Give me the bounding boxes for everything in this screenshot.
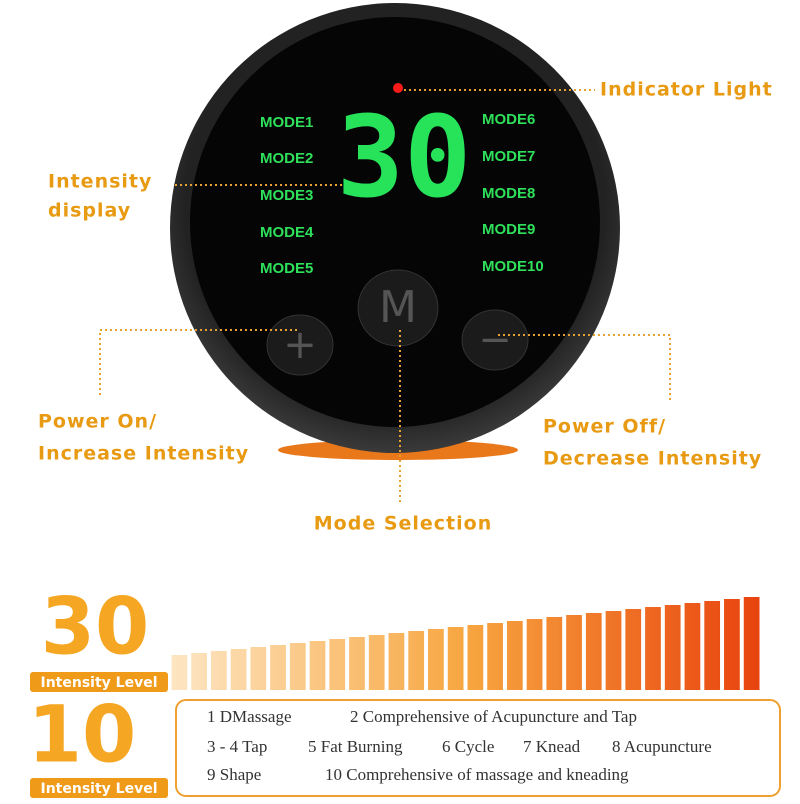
level-bar: [625, 609, 642, 690]
mode-item: 2 Comprehensive of Acupuncture and Tap: [350, 707, 637, 726]
leader: [99, 329, 300, 395]
mode-label: MODE5: [260, 260, 313, 277]
mode-label: MODE4: [260, 224, 314, 241]
mode-item: 5 Fat Burning: [308, 737, 403, 756]
level-bar: [230, 649, 247, 690]
mode-label: MODE8: [482, 185, 535, 202]
max-intensity: 30: [41, 582, 150, 672]
min-label: Intensity Level: [41, 781, 158, 797]
mode-list-box: [175, 699, 781, 797]
level-bar: [743, 597, 760, 690]
mode-item: 8 Acupuncture: [612, 737, 712, 756]
mode-item: 3 - 4 Tap: [207, 737, 267, 756]
level-bar: [329, 639, 346, 690]
mode-label: MODE2: [260, 150, 313, 167]
level-bar: [724, 599, 740, 690]
level-bar: [408, 631, 425, 690]
level-bar: [270, 645, 286, 690]
level-bar: [704, 601, 721, 690]
label-box: [30, 672, 168, 692]
mode-button[interactable]: [357, 269, 439, 347]
annotation: Power Off/: [543, 416, 666, 438]
level-bar: [645, 607, 661, 690]
minus-button[interactable]: [461, 309, 529, 371]
mode-item: 6 Cycle: [442, 737, 494, 756]
annotation: Mode Selection: [314, 513, 492, 535]
min-intensity: 10: [28, 690, 137, 780]
level-bar: [388, 633, 405, 690]
mode-label: MODE10: [482, 258, 544, 275]
annotation: Indicator Light: [600, 79, 773, 101]
annotation: Decrease Intensity: [543, 448, 762, 470]
level-bar: [349, 637, 365, 690]
mode-label: MODE3: [260, 187, 313, 204]
mode-label: MODE6: [482, 111, 535, 128]
mode-label: MODE1: [260, 114, 313, 131]
level-bar: [684, 603, 701, 690]
annotation: Intensity: [48, 171, 152, 193]
level-bar: [368, 635, 385, 690]
indicator-light: [393, 83, 403, 93]
level-bar: [467, 625, 484, 690]
mode-item: 9 Shape: [207, 765, 261, 784]
mode-item: 1 DMassage: [207, 707, 292, 726]
level-bar: [289, 643, 306, 690]
mode-label: MODE7: [482, 148, 535, 165]
level-bar: [506, 621, 523, 690]
mode-label: MODE9: [482, 221, 535, 238]
mode-item: 7 Knead: [523, 737, 581, 756]
level-bar: [210, 651, 227, 690]
level-bar: [526, 619, 543, 690]
annotation: Power On/: [38, 411, 157, 433]
mode-item: 10 Comprehensive of massage and kneading: [325, 765, 629, 784]
level-bar: [171, 655, 188, 690]
level-bar: [487, 623, 503, 690]
annotation: Increase Intensity: [38, 443, 249, 465]
level-bar: [664, 605, 681, 690]
level-bar: [585, 613, 602, 690]
intensity-display: 30: [337, 93, 472, 223]
plus-label: +: [283, 322, 317, 368]
level-bar: [447, 627, 464, 690]
label-box: [30, 778, 168, 798]
leader: [495, 334, 671, 400]
level-bar: [566, 615, 582, 690]
minus-label: −: [478, 317, 512, 363]
level-bar: [605, 611, 622, 690]
level-bar: [428, 629, 444, 690]
level-bar: [191, 653, 207, 690]
mode-label: M: [379, 282, 417, 333]
level-bar: [546, 617, 563, 690]
level-bar: [250, 647, 267, 690]
annotation: display: [48, 200, 131, 222]
plus-button[interactable]: [266, 314, 334, 376]
level-bar: [309, 641, 326, 690]
max-label: Intensity Level: [41, 675, 158, 691]
